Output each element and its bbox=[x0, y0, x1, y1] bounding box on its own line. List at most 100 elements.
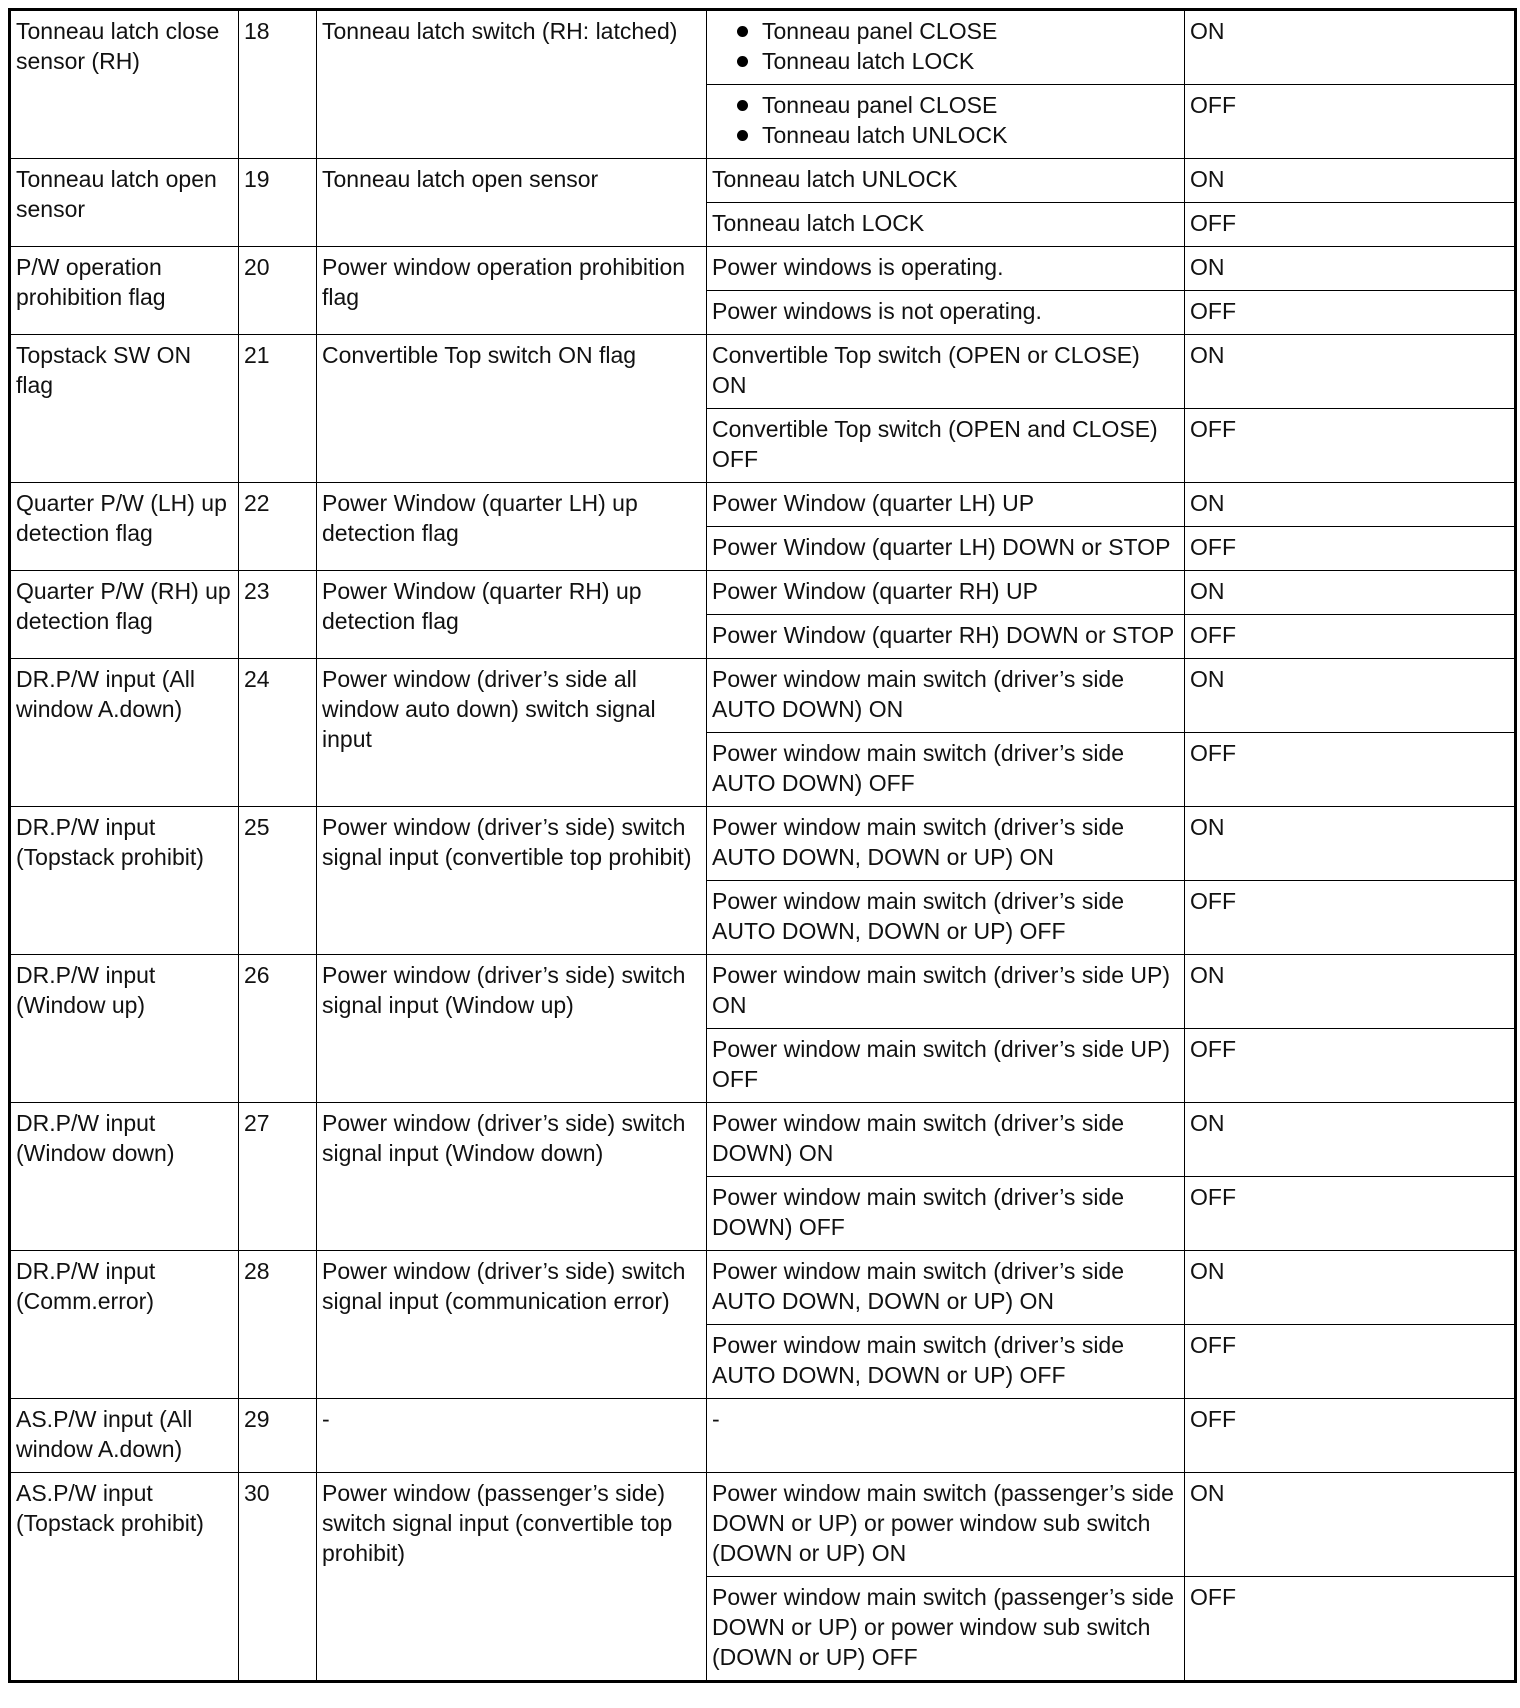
value-cell: OFF bbox=[1184, 202, 1516, 247]
description-cell: Power window (driver’s side) switch sign… bbox=[316, 1250, 707, 1399]
table-row: Power Window (quarter RH) DOWN or STOP OF… bbox=[10, 614, 1516, 659]
table-row: DR.P/W input (Window down) 27 Power window… bbox=[9, 1102, 1516, 1251]
table-row: Power window main switch (passenger’s si… bbox=[10, 1576, 1516, 1682]
table-row: AS.P/W input (Topstack prohibit) 30 Power … bbox=[9, 1472, 1516, 1682]
description-cell: Power window (driver’s side all window a… bbox=[316, 658, 707, 807]
table-row: DR.P/W input (Window up) 26 Power window (… bbox=[9, 954, 1516, 1103]
value-cell: OFF bbox=[1184, 1176, 1516, 1251]
table-row: Convertible Top switch (OPEN and CLOSE) … bbox=[10, 408, 1516, 483]
monitor-item-table: Tonneau latch close sensor (RH) 18 Tonneau… bbox=[8, 8, 1517, 1683]
condition-cell: Power window main switch (driver’s side … bbox=[706, 1102, 1185, 1177]
condition-cell: Power windows is operating. bbox=[706, 246, 1185, 291]
item-cell: DR.P/W input (Window up) bbox=[9, 954, 239, 1103]
number-cell: 20 bbox=[238, 246, 317, 335]
value-cell: OFF bbox=[1184, 526, 1516, 571]
item-cell: DR.P/W input (Window down) bbox=[9, 1102, 239, 1251]
table-body: Tonneau latch close sensor (RH) 18 Tonneau… bbox=[9, 9, 1516, 1682]
table-row: P/W operation prohibition flag 20 Power wi… bbox=[9, 246, 1516, 335]
description-cell: Power window (passenger’s side) switch s… bbox=[316, 1472, 707, 1682]
description-cell: Tonneau latch switch (RH: latched) bbox=[316, 9, 707, 159]
value-cell: ON bbox=[1184, 570, 1516, 615]
value-cell: OFF bbox=[1184, 84, 1516, 159]
value-cell: ON bbox=[1184, 1472, 1516, 1577]
value-cell: OFF bbox=[1184, 1576, 1516, 1682]
condition-list: Tonneau panel CLOSE Tonneau latch LOCK bbox=[712, 16, 1178, 76]
value-cell: OFF bbox=[1184, 290, 1516, 335]
table-row: Topstack SW ON flag 21 Convertible Top swi… bbox=[9, 334, 1516, 483]
condition-bullet-item: Tonneau panel CLOSE bbox=[712, 90, 1178, 120]
item-cell: Quarter P/W (LH) up detection flag bbox=[9, 482, 239, 571]
item-cell: Tonneau latch open sensor bbox=[9, 158, 239, 247]
number-cell: 25 bbox=[238, 806, 317, 955]
description-cell: Power window (driver’s side) switch sign… bbox=[316, 806, 707, 955]
item-cell: AS.P/W input (Topstack prohibit) bbox=[9, 1472, 239, 1682]
number-cell: 23 bbox=[238, 570, 317, 659]
condition-cell: Power window main switch (driver’s side … bbox=[706, 880, 1185, 955]
table-row: Power window main switch (driver’s side … bbox=[10, 1324, 1516, 1399]
table-row: Power windows is not operating. OFF bbox=[10, 290, 1516, 335]
item-cell: P/W operation prohibition flag bbox=[9, 246, 239, 335]
description-cell: Power window (driver’s side) switch sign… bbox=[316, 954, 707, 1103]
condition-cell: Power window main switch (driver’s side … bbox=[706, 1176, 1185, 1251]
condition-cell: Tonneau panel CLOSE Tonneau latch UNLOCK bbox=[706, 84, 1185, 159]
table-row: Tonneau panel CLOSE Tonneau latch UNLOCK O… bbox=[10, 84, 1516, 159]
number-cell: 22 bbox=[238, 482, 317, 571]
number-cell: 26 bbox=[238, 954, 317, 1103]
condition-cell: Tonneau latch UNLOCK bbox=[706, 158, 1185, 203]
item-cell: DR.P/W input (Comm.error) bbox=[9, 1250, 239, 1399]
description-cell: Power window (driver’s side) switch sign… bbox=[316, 1102, 707, 1251]
number-cell: 24 bbox=[238, 658, 317, 807]
value-cell: ON bbox=[1184, 1102, 1516, 1177]
item-cell: AS.P/W input (All window A.down) bbox=[9, 1398, 239, 1473]
value-cell: ON bbox=[1184, 954, 1516, 1029]
description-cell: Convertible Top switch ON flag bbox=[316, 334, 707, 483]
value-cell: OFF bbox=[1184, 408, 1516, 483]
table-row: Power Window (quarter LH) DOWN or STOP OF… bbox=[10, 526, 1516, 571]
condition-cell: Power window main switch (driver’s side … bbox=[706, 1324, 1185, 1399]
number-cell: 29 bbox=[238, 1398, 317, 1473]
condition-cell: Power window main switch (driver’s side … bbox=[706, 1028, 1185, 1103]
value-cell: ON bbox=[1184, 246, 1516, 291]
value-cell: OFF bbox=[1184, 614, 1516, 659]
item-cell: DR.P/W input (All window A.down) bbox=[9, 658, 239, 807]
table-row: Quarter P/W (LH) up detection flag 22 Powe… bbox=[9, 482, 1516, 571]
value-cell: OFF bbox=[1184, 1028, 1516, 1103]
description-cell: Power Window (quarter RH) up detection f… bbox=[316, 570, 707, 659]
condition-bullet-item: Tonneau panel CLOSE bbox=[712, 16, 1178, 46]
description-cell: Power window operation prohibition flag bbox=[316, 246, 707, 335]
condition-bullet-item: Tonneau latch LOCK bbox=[712, 46, 1178, 76]
condition-bullet-item: Tonneau latch UNLOCK bbox=[712, 120, 1178, 150]
number-cell: 19 bbox=[238, 158, 317, 247]
number-cell: 30 bbox=[238, 1472, 317, 1682]
condition-cell: Power window main switch (driver’s side … bbox=[706, 658, 1185, 733]
table-row: DR.P/W input (Topstack prohibit) 25 Power … bbox=[9, 806, 1516, 955]
value-cell: ON bbox=[1184, 806, 1516, 881]
table-row: Power window main switch (driver’s side … bbox=[10, 732, 1516, 807]
condition-cell: Power window main switch (driver’s side … bbox=[706, 806, 1185, 881]
condition-cell: Tonneau latch LOCK bbox=[706, 202, 1185, 247]
table-row: DR.P/W input (Comm.error) 28 Power window … bbox=[9, 1250, 1516, 1399]
condition-cell: Power window main switch (driver’s side … bbox=[706, 1250, 1185, 1325]
condition-cell: Power Window (quarter LH) UP bbox=[706, 482, 1185, 527]
condition-list: Tonneau panel CLOSE Tonneau latch UNLOCK bbox=[712, 90, 1178, 150]
condition-cell: Power window main switch (driver’s side … bbox=[706, 732, 1185, 807]
item-cell: Topstack SW ON flag bbox=[9, 334, 239, 483]
number-cell: 21 bbox=[238, 334, 317, 483]
condition-cell: Power window main switch (driver’s side … bbox=[706, 954, 1185, 1029]
value-cell: OFF bbox=[1184, 1324, 1516, 1399]
condition-cell: Tonneau panel CLOSE Tonneau latch LOCK bbox=[706, 9, 1185, 85]
condition-cell: Power Window (quarter RH) UP bbox=[706, 570, 1185, 615]
value-cell: OFF bbox=[1184, 880, 1516, 955]
table-row: Power window main switch (driver’s side … bbox=[10, 1028, 1516, 1103]
condition-cell: Power windows is not operating. bbox=[706, 290, 1185, 335]
table-row: AS.P/W input (All window A.down) 29- - OFF bbox=[9, 1398, 1516, 1473]
value-cell: OFF bbox=[1184, 1398, 1516, 1473]
value-cell: ON bbox=[1184, 9, 1516, 85]
value-cell: ON bbox=[1184, 1250, 1516, 1325]
table-row: Quarter P/W (RH) up detection flag 23 Powe… bbox=[9, 570, 1516, 659]
table-row: Tonneau latch LOCK OFF bbox=[10, 202, 1516, 247]
value-cell: ON bbox=[1184, 658, 1516, 733]
condition-cell: Power Window (quarter RH) DOWN or STOP bbox=[706, 614, 1185, 659]
description-cell: - bbox=[316, 1398, 707, 1473]
condition-cell: - bbox=[706, 1398, 1185, 1473]
